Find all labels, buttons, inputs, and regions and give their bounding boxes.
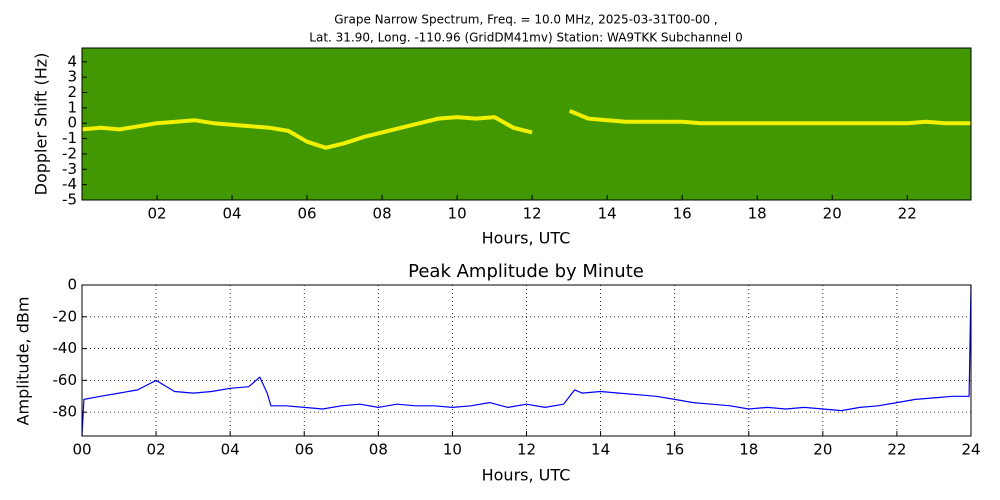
y-tick-label: 0 bbox=[67, 276, 77, 294]
y-tick-label: 2 bbox=[67, 83, 77, 101]
y-axis-label: Amplitude, dBm bbox=[14, 297, 33, 426]
x-tick-label: 10 bbox=[448, 205, 467, 223]
x-tick-label: 20 bbox=[823, 205, 842, 223]
x-tick-label: 08 bbox=[369, 441, 388, 459]
x-tick-label: 14 bbox=[591, 441, 610, 459]
x-axis-label: Hours, UTC bbox=[482, 229, 571, 248]
y-tick-label: -20 bbox=[53, 307, 78, 325]
chart-title: Grape Narrow Spectrum, Freq. = 10.0 MHz,… bbox=[334, 13, 717, 27]
y-tick-label: 1 bbox=[67, 98, 77, 116]
y-tick-label: -40 bbox=[53, 339, 78, 357]
x-tick-label: 06 bbox=[295, 441, 314, 459]
doppler-trace bbox=[81, 109, 971, 150]
x-tick-label: 12 bbox=[523, 205, 542, 223]
x-tick-label: 08 bbox=[373, 205, 392, 223]
y-tick-label: 4 bbox=[67, 52, 77, 70]
x-tick-label: 06 bbox=[298, 205, 317, 223]
y-tick-label: -80 bbox=[53, 403, 78, 421]
x-tick-label: 02 bbox=[147, 205, 166, 223]
x-axis-label: Hours, UTC bbox=[482, 466, 571, 485]
x-tick-label: 14 bbox=[598, 205, 617, 223]
plot-frame bbox=[81, 47, 972, 201]
y-tick-label: -2 bbox=[62, 144, 77, 162]
y-tick-label: 0 bbox=[67, 114, 77, 132]
x-tick-label: 22 bbox=[887, 441, 906, 459]
chart-subtitle: Lat. 31.90, Long. -110.96 (GridDM41mv) S… bbox=[309, 31, 742, 45]
y-tick-label: 3 bbox=[67, 68, 77, 86]
y-axis-label: Doppler Shift (Hz) bbox=[32, 53, 51, 196]
x-tick-label: 20 bbox=[813, 441, 832, 459]
x-tick-label: 10 bbox=[443, 441, 462, 459]
series-line bbox=[81, 284, 972, 437]
x-tick-label: 16 bbox=[673, 205, 692, 223]
x-tick-label: 22 bbox=[898, 205, 917, 223]
x-tick-label: 12 bbox=[517, 441, 536, 459]
x-tick-label: 24 bbox=[961, 441, 980, 459]
y-tick-label: -4 bbox=[62, 175, 77, 193]
y-tick-label: -3 bbox=[62, 160, 77, 178]
x-tick-label: 04 bbox=[221, 441, 240, 459]
x-tick-label: 02 bbox=[147, 441, 166, 459]
x-tick-label: 18 bbox=[748, 205, 767, 223]
x-tick-label: 16 bbox=[665, 441, 684, 459]
x-tick-label: 00 bbox=[72, 441, 91, 459]
y-tick-label: -1 bbox=[62, 129, 77, 147]
y-tick-label: -60 bbox=[53, 371, 78, 389]
chart-title: Peak Amplitude by Minute bbox=[408, 261, 644, 282]
y-tick-label: -5 bbox=[62, 191, 77, 209]
x-tick-label: 04 bbox=[222, 205, 241, 223]
x-tick-label: 18 bbox=[739, 441, 758, 459]
